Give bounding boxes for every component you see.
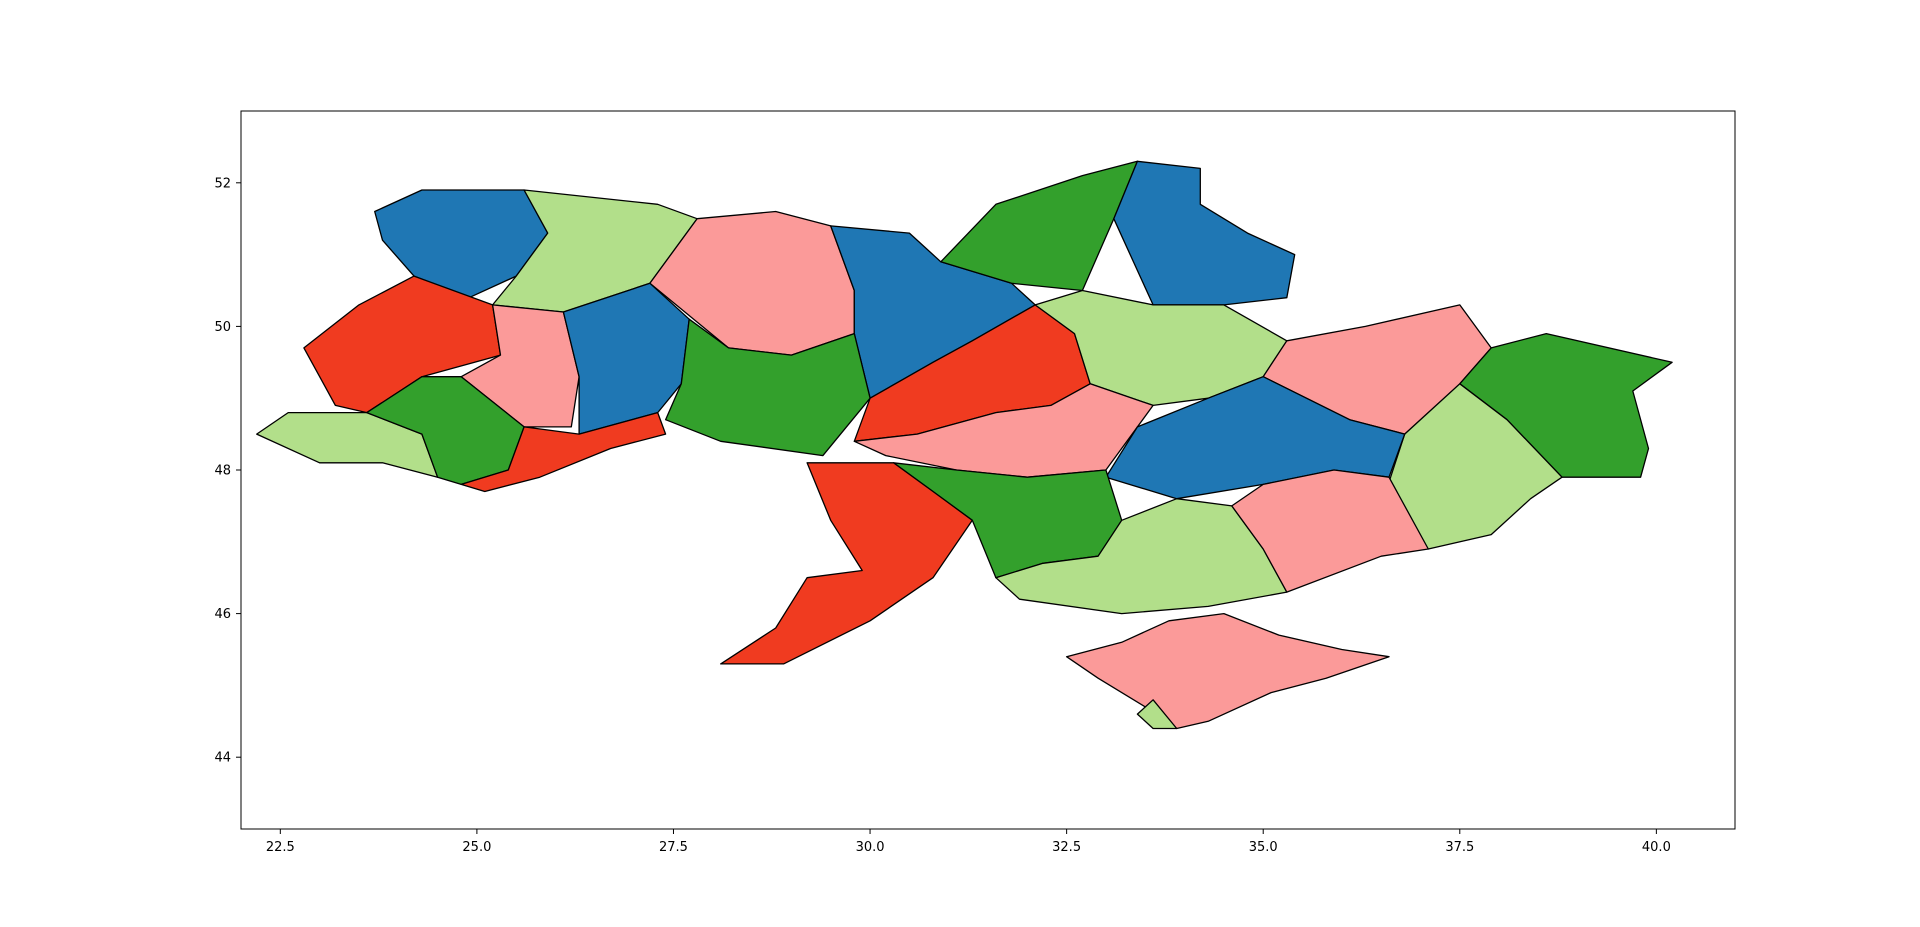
map-region-24 xyxy=(1231,469,1429,593)
x-tick-label: 22.5 xyxy=(266,840,295,855)
x-tick-label: 35.0 xyxy=(1249,840,1278,855)
x-axis-ticks: 22.5 25.0 27.5 30.0 32.5 35.0 37.5 40.0 xyxy=(266,829,1671,855)
map-region-26 xyxy=(1136,699,1178,730)
y-tick-label: 44 xyxy=(214,751,231,766)
x-tick-label: 30.0 xyxy=(856,840,885,855)
map-region-10 xyxy=(664,318,871,457)
map-region-9 xyxy=(562,282,690,435)
y-tick-label: 46 xyxy=(214,607,231,622)
y-tick-label: 52 xyxy=(214,176,231,191)
x-tick-label: 25.0 xyxy=(462,840,491,855)
map-regions xyxy=(256,160,1673,730)
map-region-19 xyxy=(853,383,1154,478)
y-axis-ticks: 44 46 48 50 52 xyxy=(214,176,241,766)
map-region-22 xyxy=(720,462,973,665)
map-region-13 xyxy=(460,411,667,493)
x-tick-label: 32.5 xyxy=(1052,840,1081,855)
map-region-6 xyxy=(1113,160,1296,306)
x-tick-label: 40.0 xyxy=(1642,840,1671,855)
x-tick-label: 27.5 xyxy=(659,840,688,855)
y-tick-label: 50 xyxy=(214,320,231,335)
y-tick-label: 48 xyxy=(214,464,231,479)
x-tick-label: 37.5 xyxy=(1445,840,1474,855)
map-region-18 xyxy=(1380,383,1563,550)
